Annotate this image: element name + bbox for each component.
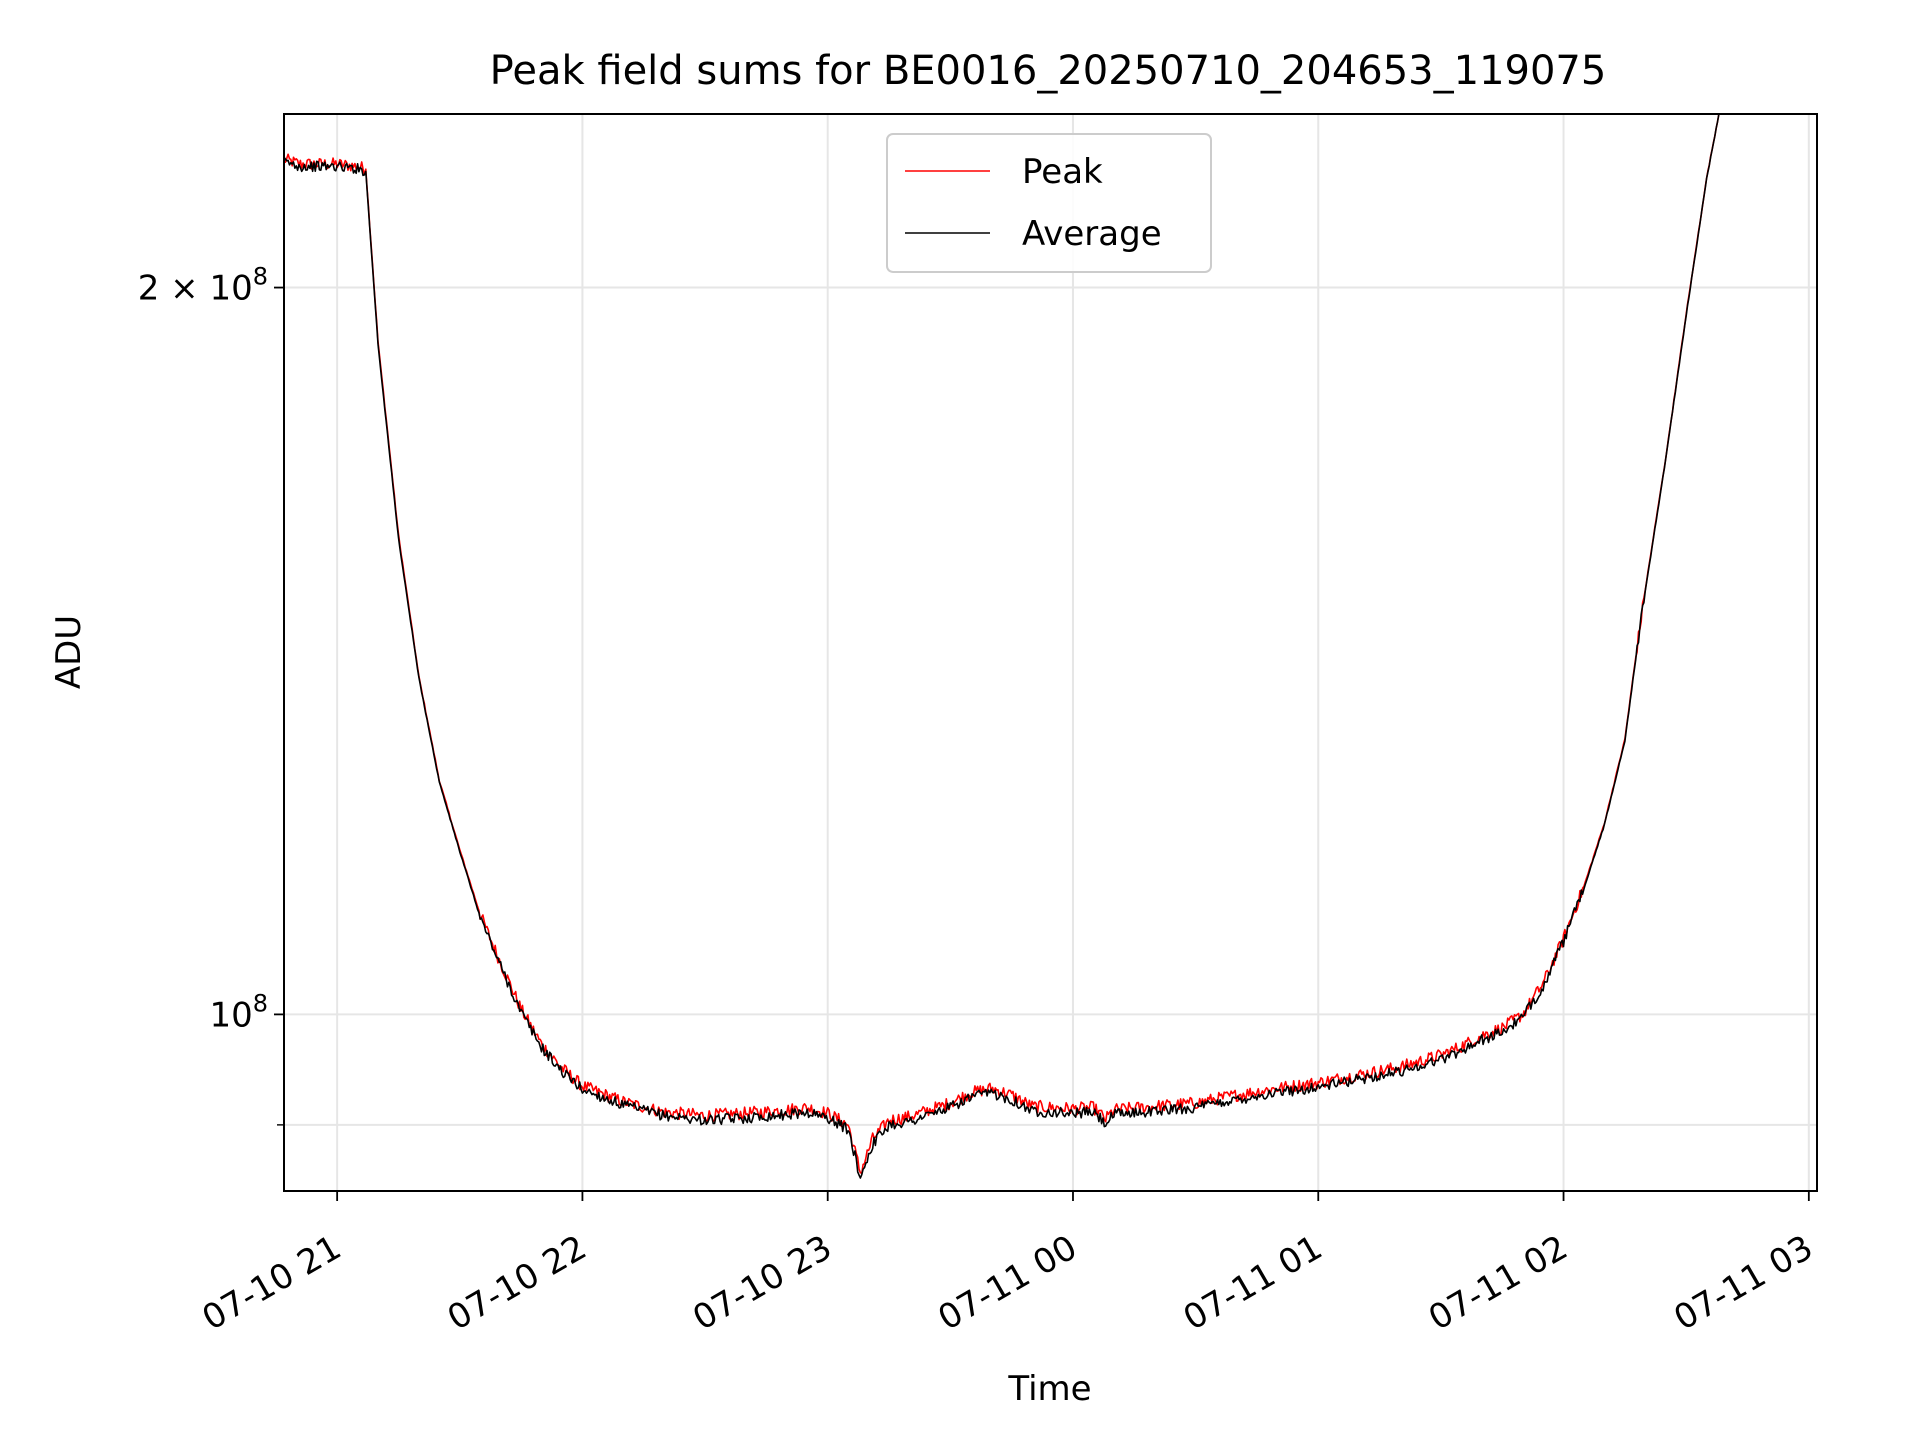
series-lines bbox=[283, 113, 1720, 1179]
y-tick-label: 108 bbox=[209, 989, 268, 1035]
grid bbox=[284, 114, 1817, 1191]
x-axis-label: Time bbox=[1007, 1369, 1091, 1409]
series-line-average bbox=[283, 113, 1720, 1179]
legend-box bbox=[886, 133, 1212, 273]
chart-title: Peak field sums for BE0016_20250710_2046… bbox=[490, 48, 1607, 94]
plot-frame bbox=[283, 113, 1818, 1192]
legend-label-peak: Peak bbox=[1022, 152, 1103, 192]
y-axis-ticks: 108 2 × 108 bbox=[138, 263, 284, 1126]
legend: Peak Average bbox=[886, 133, 1212, 273]
legend-label-average: Average bbox=[1022, 214, 1162, 254]
y-axis-label: ADU bbox=[49, 615, 89, 689]
y-tick-label: 2 × 108 bbox=[138, 263, 268, 309]
